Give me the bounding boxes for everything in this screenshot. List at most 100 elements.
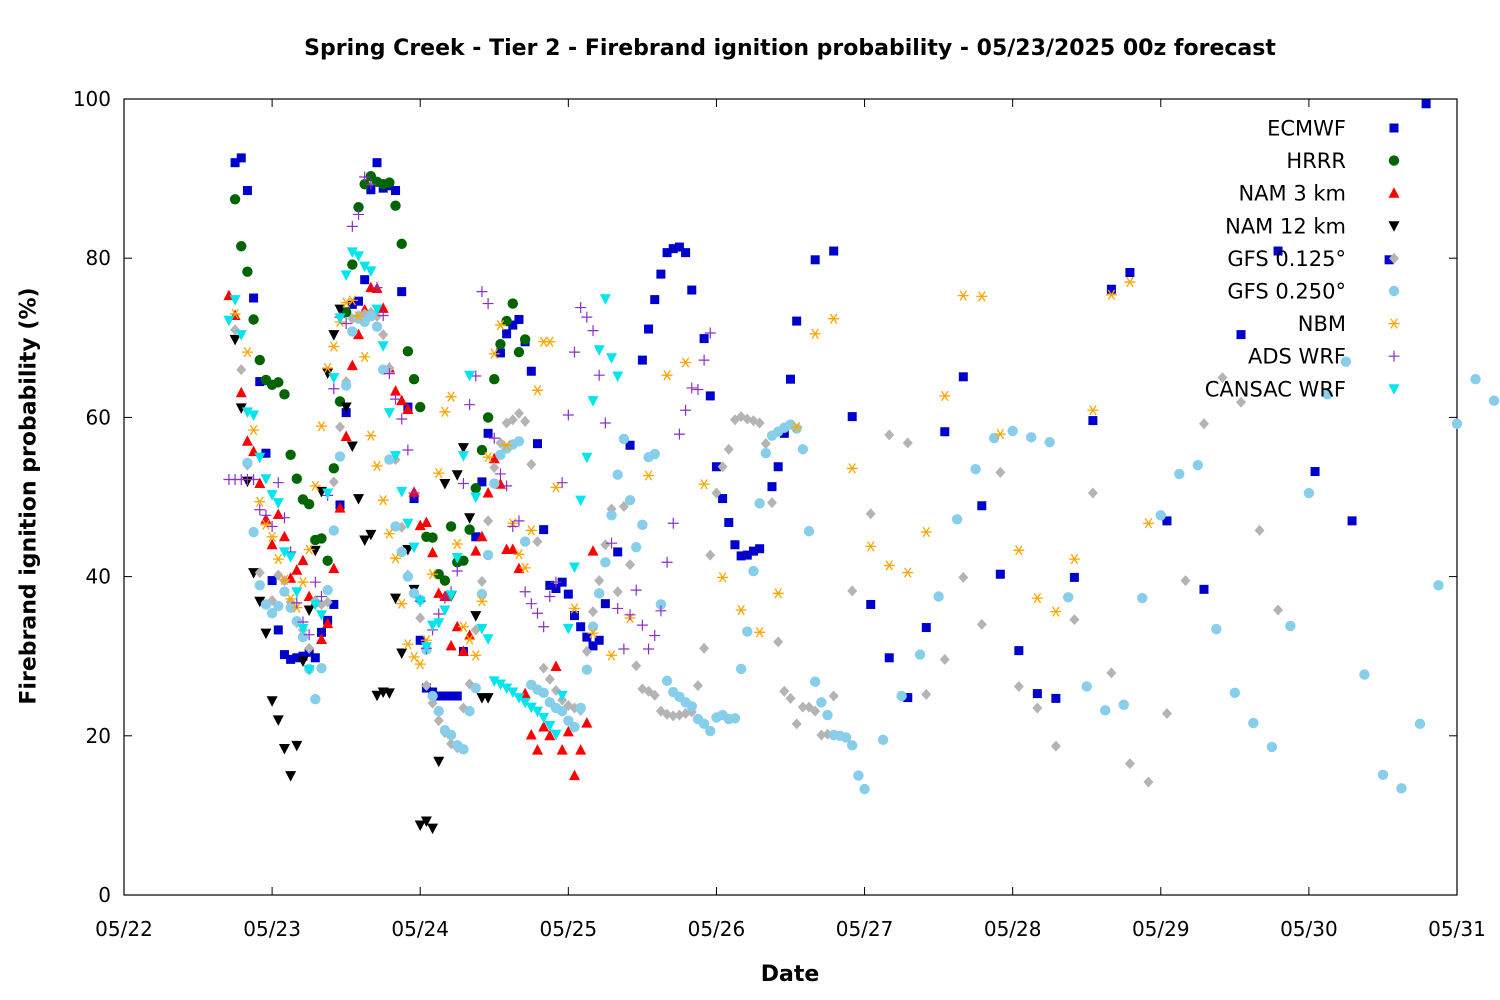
data-point (538, 687, 549, 699)
data-point (464, 705, 475, 717)
data-point (594, 635, 604, 645)
data-point (681, 248, 691, 258)
data-point (803, 526, 815, 537)
data-point (958, 571, 969, 583)
data-point (408, 651, 420, 663)
data-point (476, 623, 488, 635)
data-point (439, 575, 451, 586)
data-point (248, 424, 260, 436)
data-point (1050, 740, 1061, 752)
data-point (600, 539, 611, 551)
data-point (433, 705, 444, 717)
data-point (519, 334, 531, 345)
data-point (291, 615, 302, 627)
x-tick-label: 05/30 (1280, 917, 1338, 941)
legend-marker-nam-3-km (1388, 187, 1400, 198)
data-point (452, 691, 462, 701)
data-point (625, 440, 635, 450)
data-point (359, 171, 371, 183)
data-point (272, 715, 284, 726)
data-point (365, 430, 377, 441)
legend-label: NAM 12 km (1225, 214, 1346, 238)
data-point (569, 603, 581, 614)
data-point (606, 510, 617, 521)
data-point (396, 648, 408, 660)
data-point (489, 478, 500, 489)
data-point (482, 452, 494, 463)
data-point (711, 487, 722, 499)
data-point (384, 454, 395, 465)
data-point (1044, 436, 1055, 448)
data-point (286, 654, 296, 664)
data-point (957, 290, 969, 301)
data-point (476, 530, 488, 542)
data-point (383, 408, 395, 419)
data-point (705, 391, 715, 401)
data-point (248, 526, 259, 538)
data-point (354, 296, 364, 306)
data-point (550, 482, 562, 493)
data-point (482, 412, 494, 423)
data-point (736, 551, 746, 561)
data-point (309, 545, 321, 557)
data-point (303, 629, 315, 641)
data-point (409, 494, 419, 504)
data-point (519, 697, 531, 709)
data-point (346, 220, 358, 232)
data-point (1124, 276, 1136, 288)
data-point (724, 517, 734, 527)
data-point (346, 441, 358, 453)
data-point (1384, 255, 1394, 265)
data-point (525, 525, 537, 536)
data-point (488, 432, 500, 444)
data-point (735, 663, 747, 675)
data-point (482, 549, 494, 561)
data-point (328, 463, 340, 474)
data-point (545, 580, 555, 590)
data-point (391, 186, 401, 196)
data-point (415, 401, 426, 413)
data-point (255, 377, 265, 387)
data-point (612, 371, 624, 383)
data-point (390, 521, 401, 532)
data-point (433, 608, 445, 620)
data-point (241, 435, 253, 446)
legend-marker-nam-12-km (1388, 221, 1400, 232)
data-point (544, 720, 556, 732)
data-point (988, 432, 1000, 444)
data-point (235, 403, 247, 414)
data-point (414, 658, 426, 670)
x-tick-label: 05/23 (243, 917, 301, 941)
data-point (322, 617, 334, 629)
data-point (236, 364, 247, 376)
series-ads-wrf (223, 171, 716, 655)
data-point (531, 385, 543, 396)
data-point (241, 407, 253, 418)
data-point (513, 436, 525, 447)
data-point (353, 251, 365, 262)
data-point (359, 261, 371, 273)
data-point (383, 368, 395, 380)
data-point (1025, 432, 1037, 443)
data-point (303, 544, 315, 555)
data-point (408, 487, 420, 499)
data-point (668, 244, 678, 254)
data-point (618, 433, 630, 445)
data-point (822, 709, 833, 721)
data-point (625, 559, 636, 571)
data-point (420, 816, 432, 827)
data-point (440, 691, 450, 701)
data-point (600, 599, 610, 609)
data-point (581, 717, 593, 728)
data-point (1347, 516, 1357, 526)
data-point (1105, 289, 1117, 300)
data-point (476, 444, 488, 456)
data-point (514, 314, 524, 324)
data-point (958, 372, 968, 382)
data-point (513, 549, 525, 560)
data-point (792, 316, 802, 326)
data-point (359, 351, 371, 363)
data-point (1069, 572, 1079, 582)
data-point (587, 325, 599, 337)
data-point (445, 639, 457, 651)
